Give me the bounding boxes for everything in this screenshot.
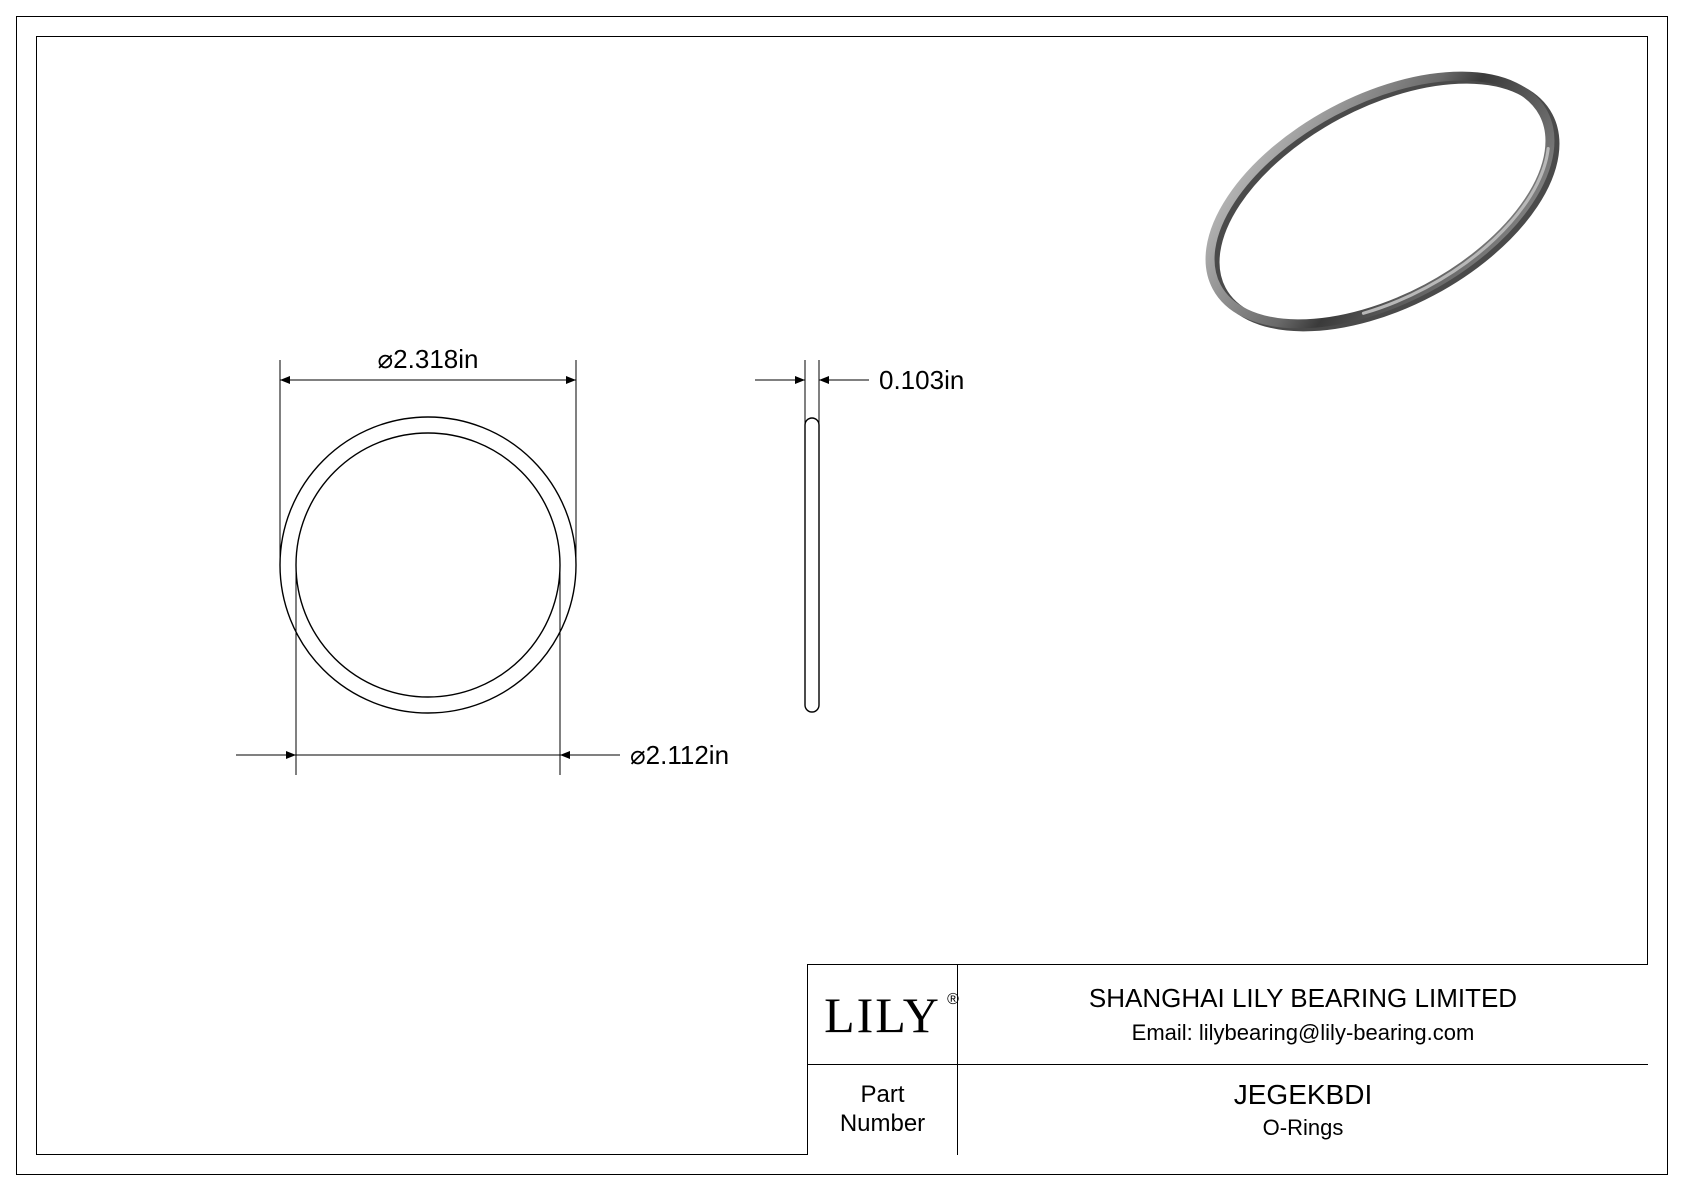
side-view: 0.103in <box>755 360 964 712</box>
part-description: O-Rings <box>1263 1115 1344 1141</box>
company-email: Email: lilybearing@lily-bearing.com <box>1132 1020 1475 1046</box>
company-cell: SHANGHAI LILY BEARING LIMITED Email: lil… <box>958 965 1648 1065</box>
svg-text:⌀2.318in: ⌀2.318in <box>378 344 479 374</box>
svg-text:0.103in: 0.103in <box>879 365 964 395</box>
part-number: JEGEKBDI <box>1234 1079 1372 1111</box>
logo-cell: LILY ® <box>808 965 958 1065</box>
isometric-view <box>1168 24 1595 378</box>
part-label-line1: Part <box>860 1081 904 1110</box>
svg-text:⌀2.112in: ⌀2.112in <box>630 740 729 770</box>
company-name: SHANGHAI LILY BEARING LIMITED <box>1089 983 1517 1014</box>
logo-label: LILY <box>824 987 941 1043</box>
part-number-label-cell: Part Number <box>808 1065 958 1155</box>
registered-mark: ® <box>947 992 959 1008</box>
front-view: ⌀2.318in ⌀2.112in <box>236 344 729 775</box>
title-block: LILY ® SHANGHAI LILY BEARING LIMITED Ema… <box>807 964 1648 1155</box>
part-number-value-cell: JEGEKBDI O-Rings <box>958 1065 1648 1155</box>
logo-text: LILY ® <box>824 990 941 1040</box>
part-label-line2: Number <box>840 1110 925 1139</box>
